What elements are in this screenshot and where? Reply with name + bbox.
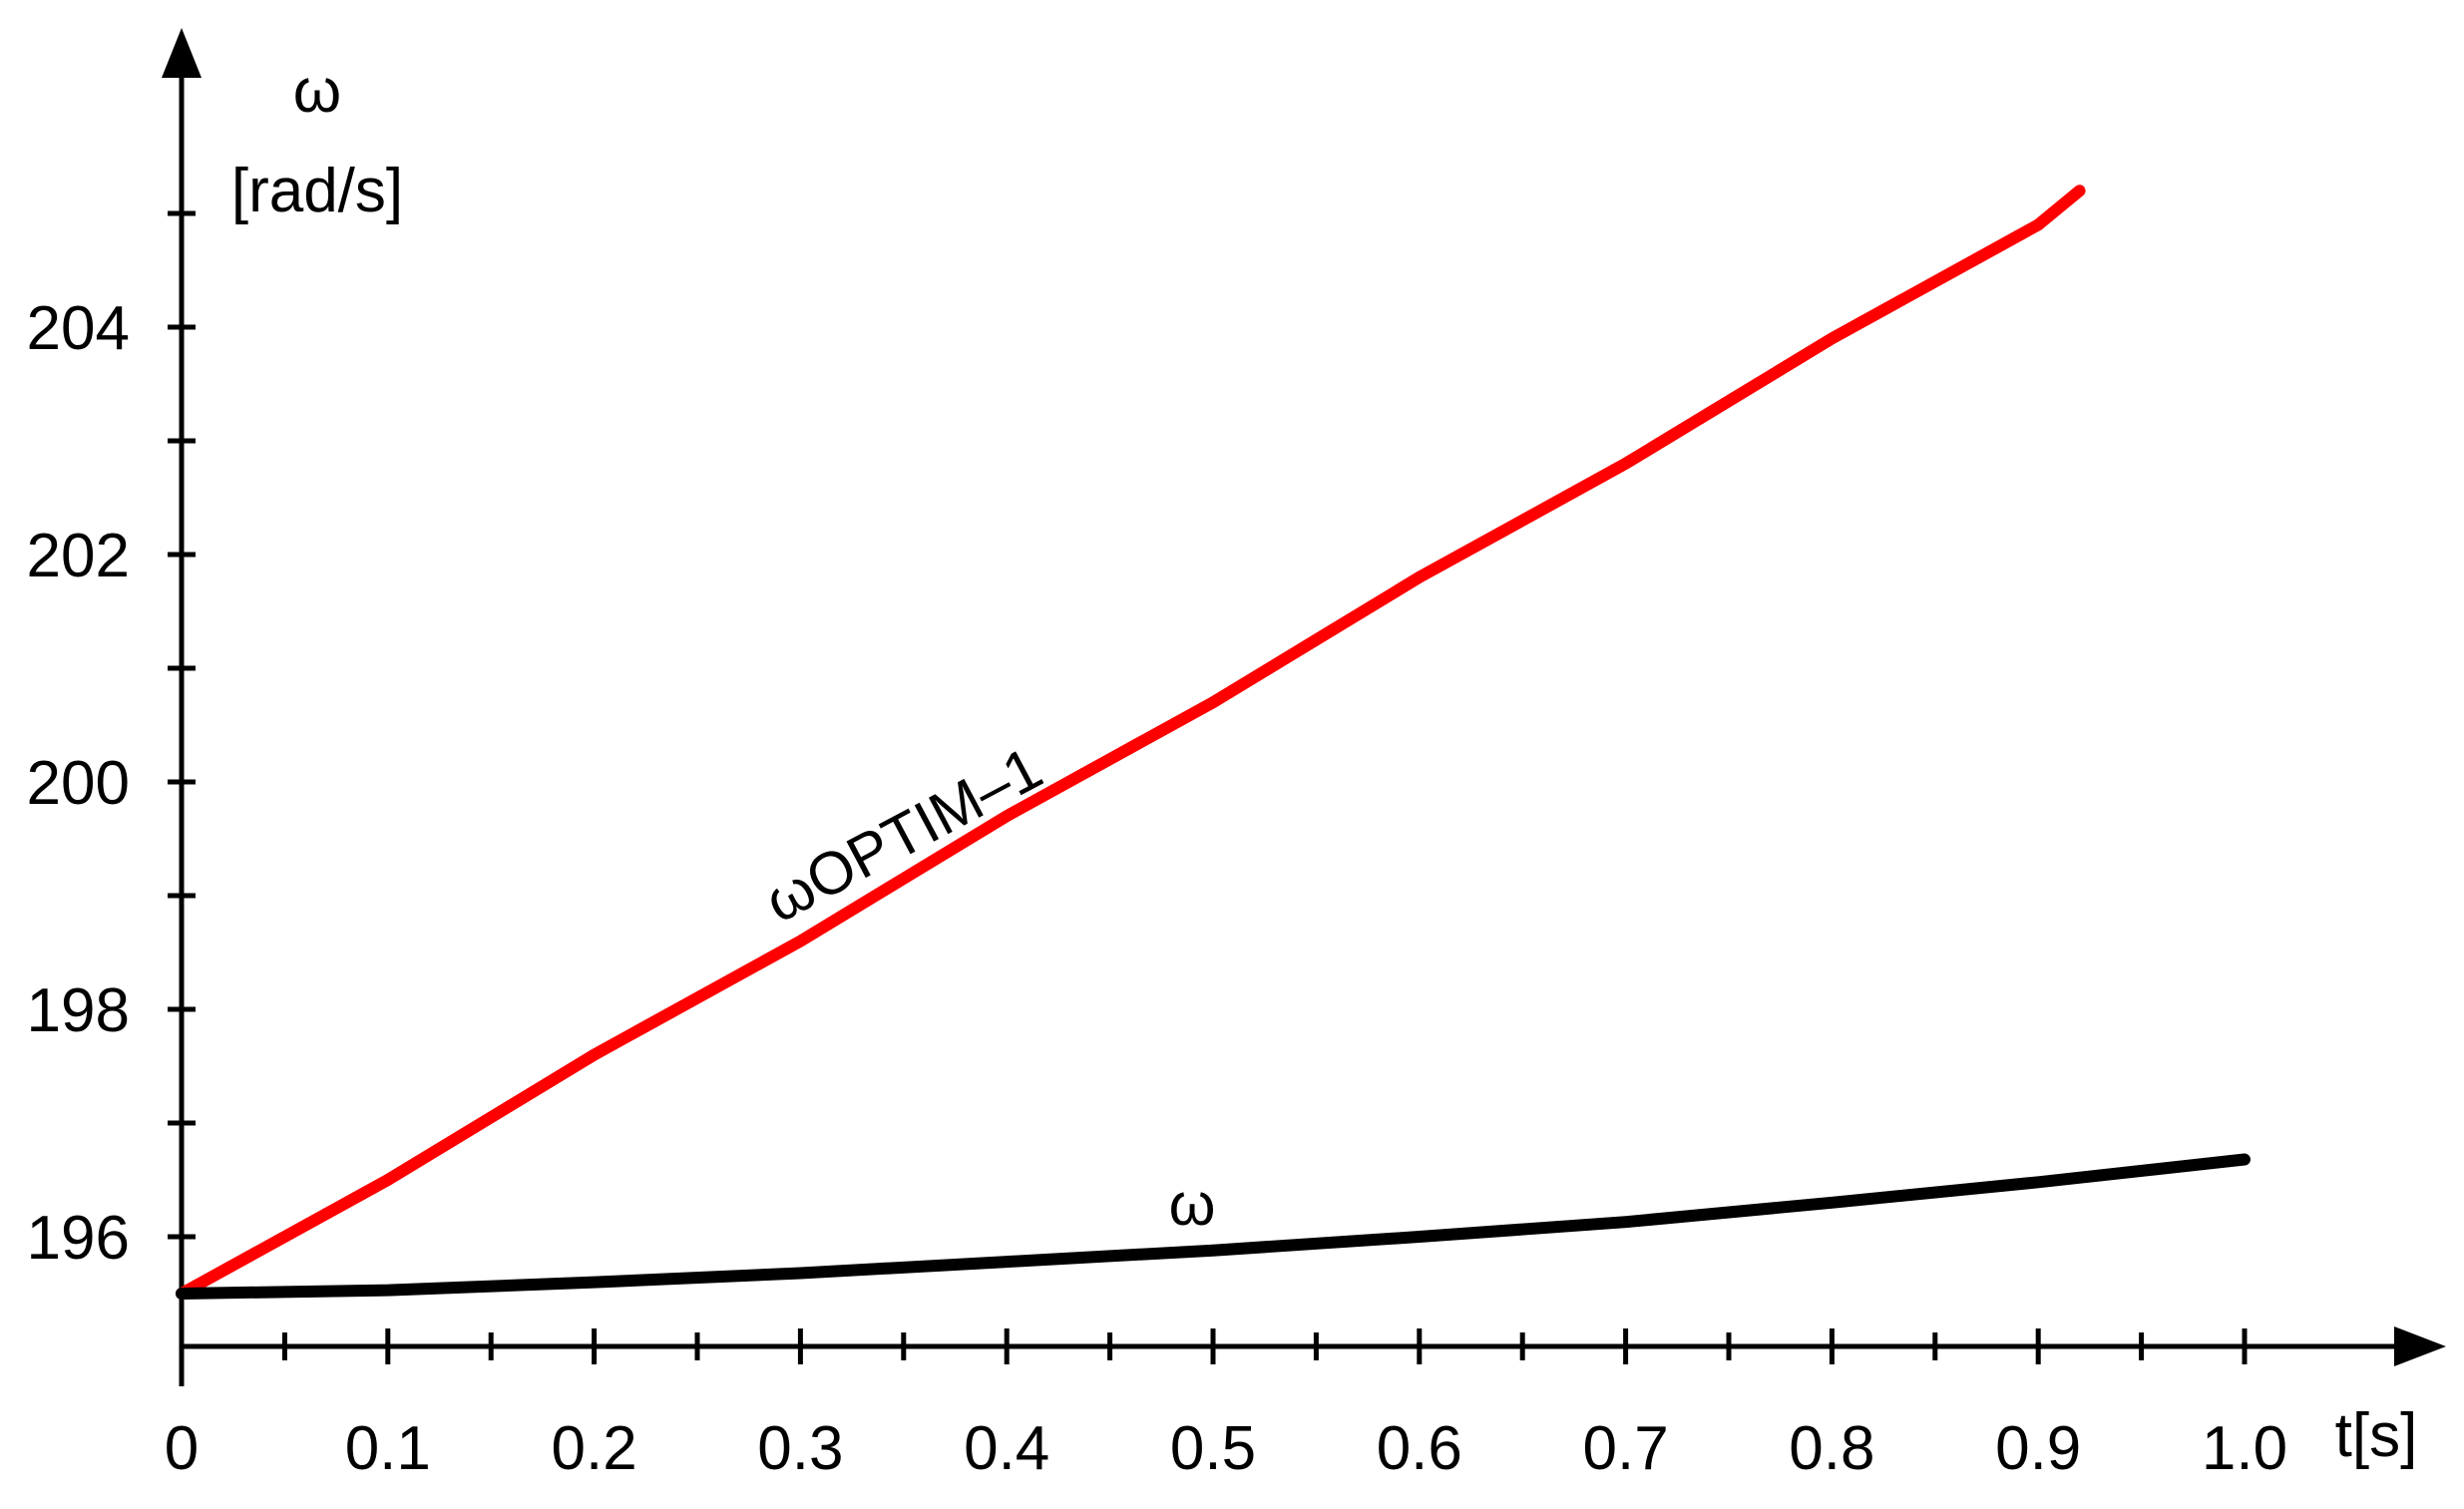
x-tick-label: 0.9: [1995, 1414, 2081, 1483]
y-tick-label: 196: [27, 1204, 130, 1273]
x-tick-label: 0: [165, 1414, 199, 1483]
x-tick-label: 0.5: [1170, 1414, 1256, 1483]
x-axis-arrow: [2394, 1326, 2446, 1366]
series-lines: [176, 185, 2251, 1300]
y-tick-label: 200: [27, 749, 130, 818]
ticks: 0 0.1 0.2 0.3 0.4 0.5 0.6 0.7 0.8 0.9 1.0 196 198 200…: [27, 210, 2287, 1483]
y-axis-unit: [rad/s]: [231, 157, 403, 225]
axes: [162, 28, 2446, 1386]
y-tick-label: 198: [27, 976, 130, 1045]
x-tick-label: 1.0: [2202, 1414, 2287, 1483]
y-axis-symbol: ω: [293, 57, 341, 126]
y-axis-arrow: [162, 28, 202, 78]
series-label-omega: ω: [1169, 1171, 1216, 1238]
x-tick-label: 0.8: [1789, 1414, 1874, 1483]
x-tick-label: 0.6: [1377, 1414, 1462, 1483]
x-tick-label: 0.2: [551, 1414, 636, 1483]
x-tick-label: 0.3: [757, 1414, 843, 1483]
x-tick-label: 0.7: [1582, 1414, 1668, 1483]
x-tick-label: 0.1: [345, 1414, 431, 1483]
series-line-optim: [176, 185, 2086, 1300]
series-labels: ωOPTIM–1 ω: [754, 734, 1216, 1238]
y-tick-label: 202: [27, 522, 130, 590]
y-tick-label: 204: [27, 294, 130, 363]
x-axis-label: t[s]: [2335, 1401, 2418, 1470]
x-tick-label: 0.4: [964, 1414, 1049, 1483]
axis-labels: ω [rad/s] t[s]: [231, 57, 2417, 1470]
series-label-optim: ωOPTIM–1: [754, 734, 1052, 936]
